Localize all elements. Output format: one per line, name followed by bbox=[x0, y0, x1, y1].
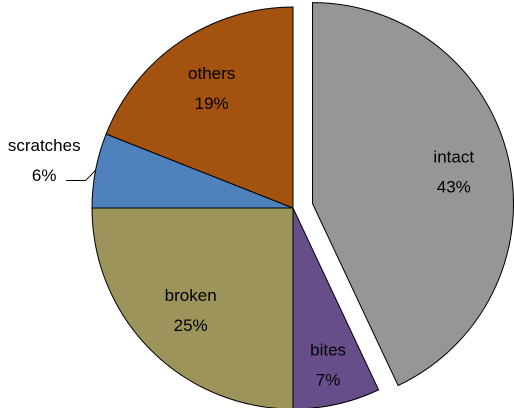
slice-value-label: 7% bbox=[316, 370, 341, 389]
pie-slice bbox=[105, 6, 294, 209]
slice-value-label: 19% bbox=[195, 94, 229, 113]
slice-label: bites bbox=[310, 340, 346, 359]
slice-value-label: 43% bbox=[437, 178, 471, 197]
pie-slice bbox=[292, 207, 380, 408]
pie-slice bbox=[91, 207, 294, 408]
slice-label: intact bbox=[433, 148, 474, 167]
slice-label: others bbox=[188, 64, 235, 83]
slice-label: scratches bbox=[8, 136, 81, 155]
slice-label: broken bbox=[165, 286, 217, 305]
slice-value-label: 6% bbox=[32, 166, 57, 185]
leader-line bbox=[66, 169, 96, 182]
pie-slice bbox=[312, 2, 514, 387]
slice-value-label: 25% bbox=[174, 316, 208, 335]
